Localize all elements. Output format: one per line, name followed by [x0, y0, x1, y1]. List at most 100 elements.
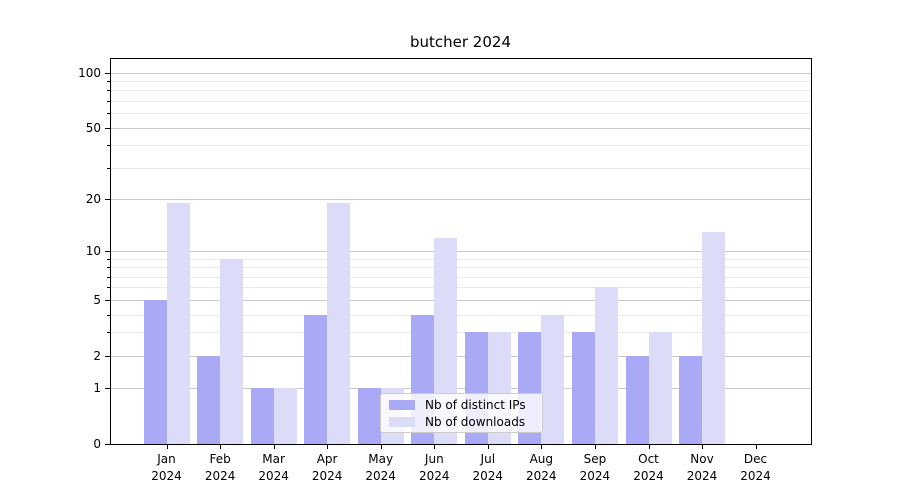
y-tick-label-100: 100	[78, 65, 101, 80]
x-tick-label-dec: Dec 2024	[740, 452, 771, 483]
bar-downloads-apr	[327, 202, 351, 444]
legend-label-distinct-ips: Nb of distinct IPs	[425, 397, 526, 412]
y-minor-tick-7	[107, 276, 110, 278]
x-tick-label-apr: Apr 2024	[311, 452, 343, 483]
y-minor-tick-60	[107, 113, 110, 115]
bar-downloads-nov	[702, 231, 725, 444]
y-tick-label-2: 2	[93, 348, 101, 363]
y-minor-tick-80	[107, 90, 110, 92]
y-tick-label-10: 10	[85, 244, 101, 258]
gridline-major-5	[110, 299, 811, 301]
gridline-minor-30	[110, 167, 811, 169]
x-tick-label-jan: Jan 2024	[151, 452, 182, 483]
x-tick-aug	[541, 445, 543, 449]
x-tick-jan	[166, 445, 168, 449]
y-minor-tick-70	[107, 100, 110, 102]
y-tick-0	[105, 444, 110, 445]
x-tick-feb	[220, 445, 222, 449]
spine-right	[811, 58, 812, 445]
legend-item-downloads: Nb of downloads	[389, 415, 534, 429]
bar-distinct-ips-may	[357, 388, 381, 444]
x-tick-label-feb: Feb 2024	[204, 452, 236, 483]
y-tick-label-50: 50	[85, 120, 101, 135]
gridline-major-10	[110, 251, 811, 252]
x-tick-mar	[273, 445, 275, 449]
y-tick-label-20: 20	[85, 192, 101, 206]
y-tick-label-1: 1	[93, 381, 101, 396]
gridline-minor-60	[110, 113, 811, 115]
y-minor-tick-4	[107, 314, 110, 316]
y-tick-2	[105, 355, 110, 357]
legend-item-distinct-ips: Nb of distinct IPs	[389, 398, 534, 412]
legend: Nb of distinct IPs Nb of downloads	[380, 393, 543, 433]
bar-distinct-ips-oct	[625, 355, 649, 444]
y-minor-tick-40	[107, 145, 110, 147]
spine-bottom	[110, 444, 812, 445]
bar-distinct-ips-feb	[197, 355, 220, 444]
gridline-minor-70	[110, 100, 811, 102]
bar-distinct-ips-jan	[143, 299, 167, 444]
x-tick-label-jun: Jun 2024	[419, 452, 450, 483]
y-tick-10	[105, 251, 110, 252]
bar-distinct-ips-nov	[679, 355, 702, 444]
y-tick-label-5: 5	[93, 292, 101, 307]
bar-distinct-ips-mar	[250, 388, 274, 444]
gridline-major-1	[110, 388, 811, 390]
x-tick-label-oct: Oct 2024	[633, 452, 664, 483]
x-tick-label-may: May 2024	[365, 452, 396, 483]
x-tick-dec	[755, 445, 757, 449]
y-minor-tick-6	[107, 287, 110, 289]
x-tick-apr	[327, 445, 329, 449]
y-tick-1	[105, 388, 110, 390]
legend-swatch-distinct-ips	[389, 399, 415, 410]
y-tick-5	[105, 299, 110, 301]
bar-distinct-ips-apr	[304, 314, 328, 444]
gridline-minor-3	[110, 332, 811, 334]
x-tick-jul	[487, 445, 489, 449]
legend-swatch-downloads	[389, 416, 415, 427]
bar-downloads-mar	[273, 388, 297, 444]
x-tick-label-aug: Aug 2024	[526, 452, 557, 483]
spine-top	[110, 58, 812, 59]
gridline-minor-4	[110, 314, 811, 316]
bar-downloads-jan	[166, 202, 190, 444]
x-tick-label-sep: Sep 2024	[579, 452, 611, 483]
y-tick-100	[105, 72, 110, 74]
y-minor-tick-9	[107, 258, 110, 260]
gridline-minor-6	[110, 287, 811, 289]
gridline-major-20	[110, 199, 811, 200]
y-minor-tick-3	[107, 332, 110, 334]
y-minor-tick-30	[107, 167, 110, 169]
spine-left	[110, 58, 111, 445]
gridline-minor-40	[110, 145, 811, 147]
x-tick-may	[380, 445, 382, 449]
chart-title: butcher 2024	[409, 33, 511, 51]
bar-downloads-oct	[648, 332, 672, 444]
bar-downloads-jun	[434, 237, 458, 444]
x-tick-oct	[648, 445, 650, 449]
gridline-minor-8	[110, 267, 811, 269]
gridline-minor-90	[110, 80, 811, 82]
bar-downloads-sep	[594, 287, 618, 444]
bar-downloads-aug	[541, 314, 565, 444]
gridline-minor-9	[110, 258, 811, 260]
x-tick-label-nov: Nov 2024	[686, 452, 718, 483]
x-tick-label-mar: Mar 2024	[258, 452, 289, 483]
y-minor-tick-90	[107, 80, 110, 82]
x-tick-jun	[434, 445, 436, 449]
gridline-minor-7	[110, 276, 811, 278]
gridline-major-2	[110, 355, 811, 357]
gridline-minor-80	[110, 90, 811, 92]
gridline-major-100	[110, 72, 811, 74]
legend-label-downloads: Nb of downloads	[425, 414, 526, 429]
x-tick-label-jul: Jul 2024	[472, 452, 504, 483]
gridline-major-50	[110, 127, 811, 129]
bar-downloads-feb	[220, 258, 243, 444]
x-tick-sep	[594, 445, 596, 449]
y-minor-tick-8	[107, 267, 110, 269]
y-tick-20	[105, 199, 110, 200]
x-tick-nov	[702, 445, 703, 449]
plot-area	[110, 58, 811, 444]
y-tick-label-0: 0	[93, 437, 101, 451]
